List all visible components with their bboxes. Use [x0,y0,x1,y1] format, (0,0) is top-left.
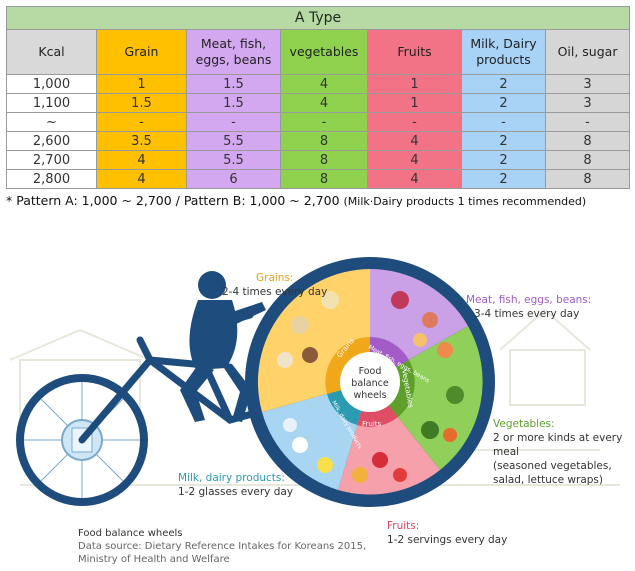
meat-label: Meat, fish, eggs, beans: 3-4 times every… [466,293,591,321]
table-row: 1,000 1 1.5 4 1 2 3 [6,74,631,94]
a-type-table: A Type Kcal Grain Meat, fish, eggs, beans ve… [5,6,631,189]
cell-oil: 8 [544,150,631,170]
segment-label-fruits: Fruits [362,420,382,428]
cell-oil: 3 [544,93,631,113]
header-meat: Meat, fish, eggs, beans [186,29,281,75]
cell-grain: 3.5 [96,131,187,151]
source-line1: Data source: Dietary Reference Intakes f… [78,541,367,552]
cell-milk: 2 [461,93,546,113]
cell-milk: 2 [461,131,546,151]
cell-grain: 4 [96,169,187,189]
cell-fruits: 4 [367,131,462,151]
veg-label-text1: 2 or more kinds at every [493,432,623,444]
meat-label-head: Meat, fish, eggs, beans: [466,294,592,306]
grains-label: Grains: 2-4 times every day [222,271,327,299]
table-row: 2,800 4 6 8 4 2 8 [6,169,631,189]
a-type-table-wrap: A Type Kcal Grain Meat, fish, eggs, beans ve… [5,6,631,189]
pattern-note-main: * Pattern A: 1,000 ~ 2,700 / Pattern B: … [6,193,340,208]
table-title: A Type [5,6,631,30]
wheel-center-line3: wheels [353,390,386,401]
cell-kcal: 1,000 [6,74,97,94]
cell-oil: 8 [544,169,631,189]
fruit-label-text: 1-2 servings every day [387,534,508,546]
milk-label-head: Milk, dairy products: [178,472,285,484]
grains-label-head: Grains: [256,272,294,284]
cell-oil: - [544,112,631,132]
cell-oil: 8 [544,131,631,151]
food-items [277,291,464,483]
header-grain: Grain [96,29,187,75]
cell-vegetables: 8 [280,169,368,189]
cell-kcal: 2,700 [6,150,97,170]
veg-label-head: Vegetables: [493,418,555,430]
veg-label: Vegetables: 2 or more kinds at every mea… [493,417,622,487]
cell-milk: 2 [461,150,546,170]
food-wheel-illustration: Food balance wheels Grains Meat, fish, e… [0,230,635,567]
cell-meat: 1.5 [186,93,281,113]
milk-label-text: 1-2 glasses every day [178,486,294,498]
cell-vegetables: 8 [280,131,368,151]
food-balance-wheel: Food balance wheels Grains Meat, fish, e… [245,257,495,507]
table-row: 1,100 1.5 1.5 4 1 2 3 [6,93,631,113]
cell-grain: 4 [96,150,187,170]
cell-kcal: 2,800 [6,169,97,189]
wheel-center-line1: Food [359,366,382,377]
cell-kcal: 1,100 [6,93,97,113]
fruit-label: Fruits: 1-2 servings every day [387,519,507,547]
cell-oil: 3 [544,74,631,94]
header-oil: Oil, sugar [544,29,631,75]
header-milk: Milk, Dairy products [461,29,546,75]
source-title: Food balance wheels [78,528,183,539]
cell-vegetables: 8 [280,150,368,170]
table-body: 1,000 1 1.5 4 1 2 3 1,100 1.5 1.5 4 1 2 3 ~ - - - - - -2,600… [6,74,631,189]
milk-label: Milk, dairy products: 1-2 glasses every … [178,471,293,499]
cell-kcal: ~ [6,112,97,132]
cell-milk: 2 [461,169,546,189]
pattern-note-small: (Milk·Dairy products 1 times recommended… [343,195,587,208]
wheel-center-line2: balance [351,378,389,389]
table-row: ~ - - - - - - [6,112,631,132]
cell-meat: - [186,112,281,132]
cyclist-figure [180,271,266,422]
source-line2: Ministry of Health and Welfare [78,554,230,565]
cell-milk: - [461,112,546,132]
cell-vegetables: 4 [280,74,368,94]
header-kcal: Kcal [6,29,97,75]
cell-grain: 1.5 [96,93,187,113]
cell-fruits: 4 [367,169,462,189]
cell-fruits: 1 [367,93,462,113]
table-row: 2,600 3.5 5.5 8 4 2 8 [6,131,631,151]
veg-label-text2: meal [493,446,520,458]
cell-fruits: 4 [367,150,462,170]
cell-meat: 6 [186,169,281,189]
veg-label-text4: salad, lettuce wraps) [493,474,604,486]
cell-meat: 5.5 [186,131,281,151]
cell-meat: 1.5 [186,74,281,94]
cell-fruits: - [367,112,462,132]
wheel-center [340,352,400,412]
cell-meat: 5.5 [186,150,281,170]
cell-kcal: 2,600 [6,131,97,151]
pattern-note: * Pattern A: 1,000 ~ 2,700 / Pattern B: … [6,193,586,208]
table-header-row: Kcal Grain Meat, fish, eggs, beans vegetable… [6,29,631,75]
header-fruits: Fruits [367,29,462,75]
grains-label-text: 2-4 times every day [222,286,328,298]
meat-label-text: 3-4 times every day [474,308,580,320]
table-row: 2,700 4 5.5 8 4 2 8 [6,150,631,170]
cell-grain: - [96,112,187,132]
cell-milk: 2 [461,74,546,94]
cell-grain: 1 [96,74,187,94]
cell-vegetables: 4 [280,93,368,113]
header-vegetables: vegetables [280,29,368,75]
veg-label-text3: (seasoned vegetables, [493,460,612,472]
bicycle-wheel-graphic: Food balance wheels Grains Meat, fish, e… [9,257,620,507]
fruit-label-head: Fruits: [387,520,420,532]
source-caption: Food balance wheels Data source: Dietary… [78,527,366,566]
cell-fruits: 1 [367,74,462,94]
cell-vegetables: - [280,112,368,132]
